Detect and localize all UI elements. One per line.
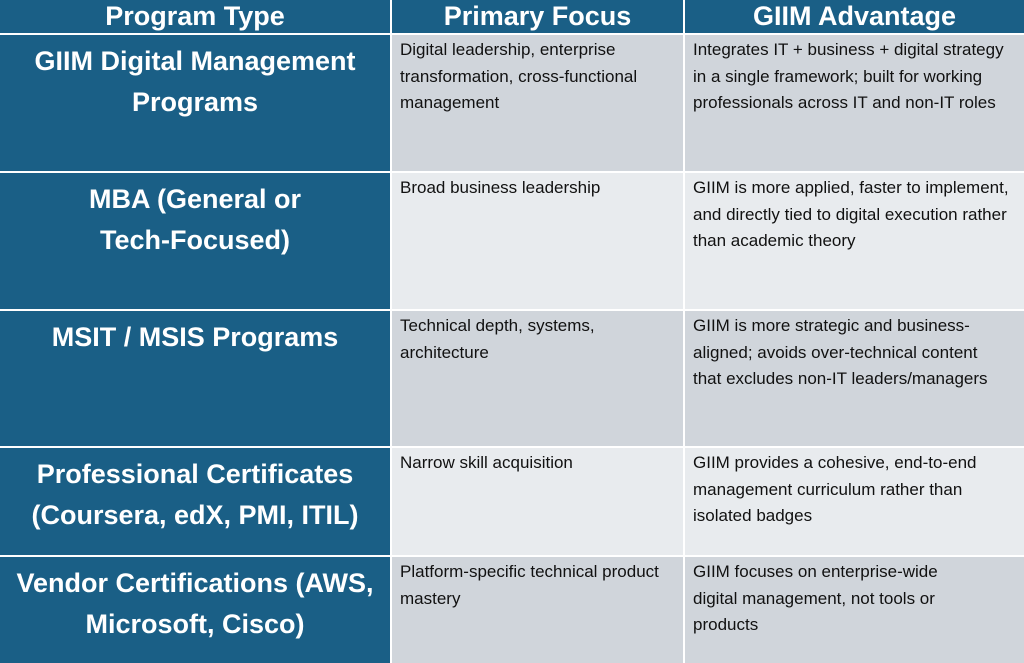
primary-focus-cell: Digital leadership, enterprise transform… <box>392 35 683 171</box>
primary-focus-cell: Broad business leadership <box>392 173 683 309</box>
primary-focus-cell: Narrow skill acquisition <box>392 448 683 555</box>
giim-advantage-cell: GIIM provides a cohesive, end-to-end man… <box>685 448 1024 555</box>
program-type-cell: MBA (General or Tech-Focused) <box>0 173 390 309</box>
giim-advantage-cell: GIIM is more applied, faster to implemen… <box>685 173 1024 309</box>
program-type-cell: Professional Certificates (Coursera, edX… <box>0 448 390 555</box>
header-primary-focus: Primary Focus <box>392 0 683 33</box>
giim-advantage-cell: GIIM is more strategic and business-alig… <box>685 311 1024 446</box>
giim-advantage-cell: Integrates IT + business + digital strat… <box>685 35 1024 171</box>
giim-advantage-cell: GIIM focuses on enterprise-wide digital … <box>685 557 1024 663</box>
program-type-cell: GIIM Digital Management Programs <box>0 35 390 171</box>
primary-focus-cell: Platform-specific technical product mast… <box>392 557 683 663</box>
header-program-type: Program Type <box>0 0 390 33</box>
header-giim-advantage: GIIM Advantage <box>685 0 1024 33</box>
primary-focus-cell: Technical depth, systems, architecture <box>392 311 683 446</box>
program-type-cell: MSIT / MSIS Programs <box>0 311 390 446</box>
program-type-cell: Vendor Certifications (AWS, Microsoft, C… <box>0 557 390 663</box>
